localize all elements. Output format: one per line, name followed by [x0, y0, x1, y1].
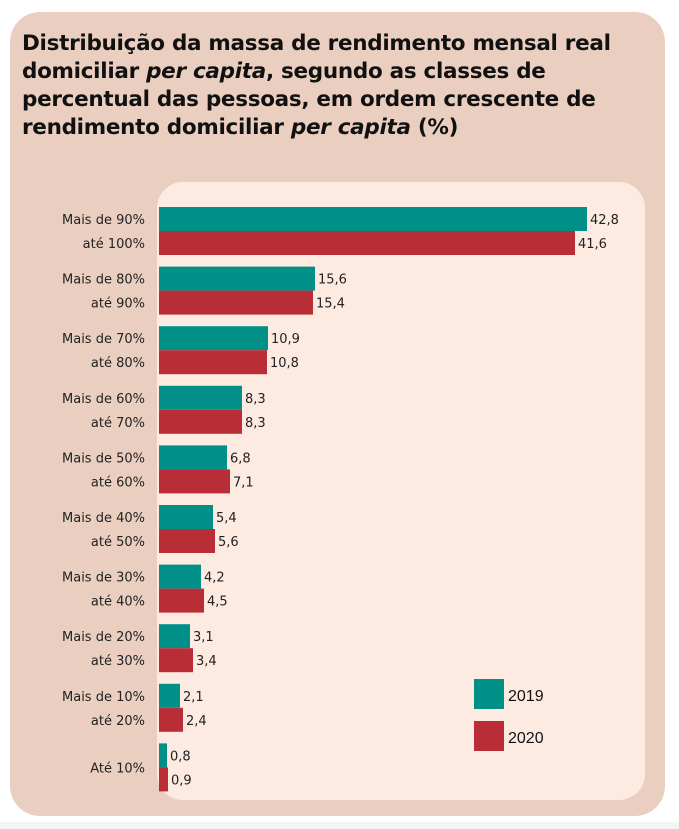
category-label: até 80% [91, 356, 145, 371]
category-label: Mais de 70% [62, 332, 145, 347]
category-label: Mais de 90% [62, 213, 145, 228]
category-label: Mais de 10% [62, 690, 145, 705]
category-label: até 90% [91, 297, 145, 312]
category-label: Até 10% [90, 761, 145, 776]
bar-2019 [159, 326, 268, 351]
category-label: até 100% [83, 237, 145, 252]
title-part: per capita [146, 59, 266, 84]
bar-2019 [159, 564, 201, 589]
category-label: até 50% [91, 535, 145, 550]
data-label-2020: 10,8 [270, 356, 299, 371]
legend-swatch-2020 [474, 721, 504, 751]
category-label: Mais de 40% [62, 511, 145, 526]
bar-2020 [159, 588, 204, 613]
bar-2019 [159, 385, 242, 410]
bar-2019 [159, 266, 315, 291]
data-label-2020: 8,3 [245, 416, 266, 431]
category-label: Mais de 30% [62, 571, 145, 586]
data-label-2020: 2,4 [186, 714, 207, 729]
title-part: per capita [290, 115, 411, 140]
data-label-2020: 5,6 [218, 535, 239, 550]
data-label-2019: 8,3 [245, 392, 266, 407]
bar-2020 [159, 707, 183, 732]
data-label-2020: 3,4 [196, 654, 217, 669]
bar-2020 [159, 529, 215, 553]
data-label-2020: 0,9 [171, 773, 192, 788]
bar-2020 [159, 290, 313, 315]
data-label-2019: 4,2 [204, 571, 225, 586]
bar-2020 [159, 231, 575, 255]
legend-label-2019: 2019 [508, 688, 544, 705]
bar-2019 [159, 445, 227, 470]
title-part: Distribuição da massa de rendimento mens… [22, 31, 611, 84]
category-label: Mais de 80% [62, 273, 145, 288]
data-label-2019: 2,1 [183, 690, 204, 705]
category-label: até 70% [91, 416, 145, 431]
bar-2019 [159, 624, 190, 649]
title-part: (%) [410, 115, 459, 140]
chart-title: Distribuição da massa de rendimento mens… [22, 30, 642, 142]
category-label: até 40% [91, 595, 145, 610]
bar-2020 [159, 469, 230, 494]
data-label-2019: 10,9 [271, 332, 300, 347]
bar-2020 [159, 767, 168, 792]
category-label: Mais de 20% [62, 630, 145, 645]
bar-2019 [159, 683, 180, 708]
bar-2019 [159, 505, 213, 529]
data-label-2020: 7,1 [233, 475, 254, 490]
data-label-2019: 5,4 [216, 511, 237, 526]
data-label-2020: 15,4 [316, 297, 345, 312]
data-label-2020: 4,5 [207, 595, 228, 610]
bar-2019 [159, 207, 587, 231]
title-part: , segundo as classes de percentual das p… [22, 59, 596, 140]
data-label-2019: 42,8 [590, 213, 619, 228]
data-label-2019: 0,8 [170, 749, 191, 764]
category-label: Mais de 60% [62, 392, 145, 407]
data-label-2020: 41,6 [578, 237, 607, 252]
category-label: até 20% [91, 714, 145, 729]
legend-swatch-2019 [474, 679, 504, 709]
bar-2020 [159, 350, 267, 375]
data-label-2019: 15,6 [318, 273, 347, 288]
category-label: até 60% [91, 475, 145, 490]
bar-2019 [159, 743, 167, 768]
data-label-2019: 6,8 [230, 451, 251, 466]
category-label: Mais de 50% [62, 451, 145, 466]
legend-label-2020: 2020 [508, 730, 544, 747]
bar-2020 [159, 409, 242, 434]
category-label: até 30% [91, 654, 145, 669]
bar-2020 [159, 648, 193, 673]
data-label-2019: 3,1 [193, 630, 214, 645]
